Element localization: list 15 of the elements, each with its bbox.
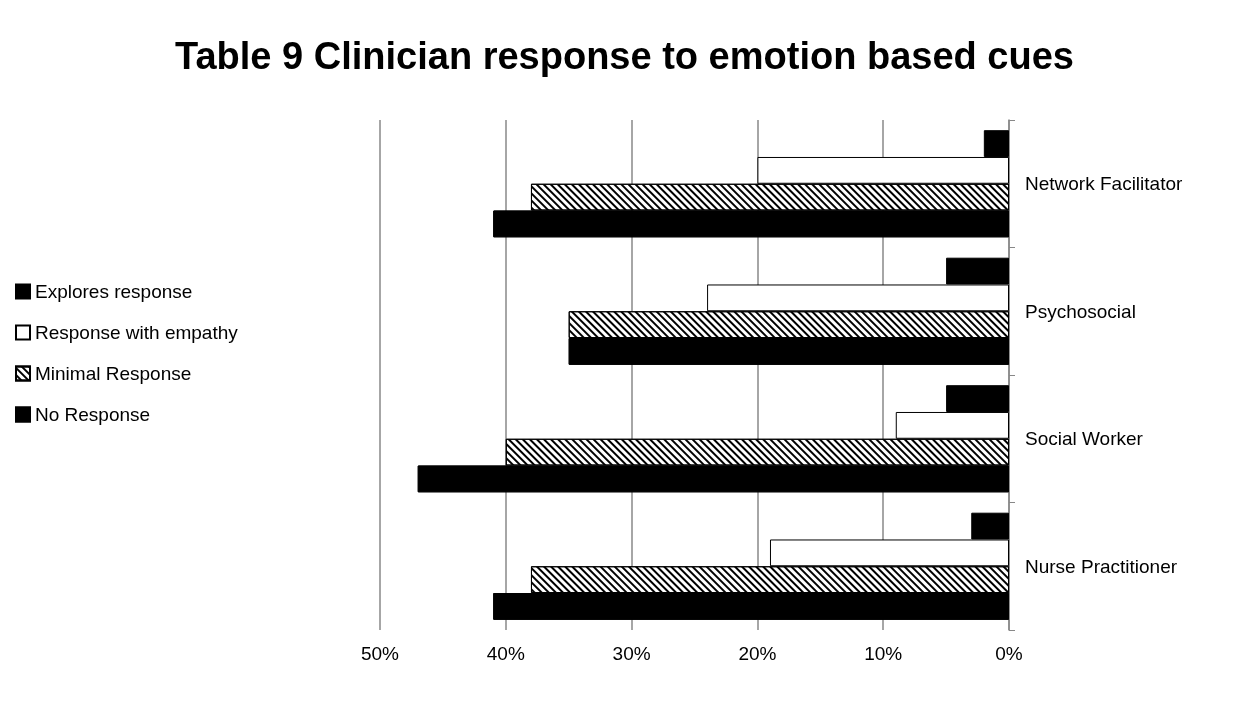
x-tick-label: 0%: [995, 643, 1023, 664]
legend-label: Response with empathy: [35, 322, 239, 343]
x-tick-label: 50%: [360, 643, 400, 664]
y-tick-label: Social Worker: [1025, 428, 1144, 450]
legend-label: Explores response: [35, 281, 193, 302]
legend-label: Minimal Response: [35, 363, 192, 384]
x-tick-label: 40%: [486, 643, 525, 664]
y-tick-label: Psychosocial: [1025, 300, 1136, 322]
y-tick-label: Nurse Practitioner: [1025, 555, 1178, 577]
x-tick-label: 20%: [738, 643, 777, 664]
y-tick-label: Network Facilitator: [1025, 173, 1183, 195]
legend-label: No Response: [35, 404, 151, 425]
chart-title: Table 9 Clinician response to emotion based cues: [175, 35, 1074, 77]
x-tick-label: 30%: [612, 643, 651, 664]
x-tick-label: 10%: [864, 643, 903, 664]
